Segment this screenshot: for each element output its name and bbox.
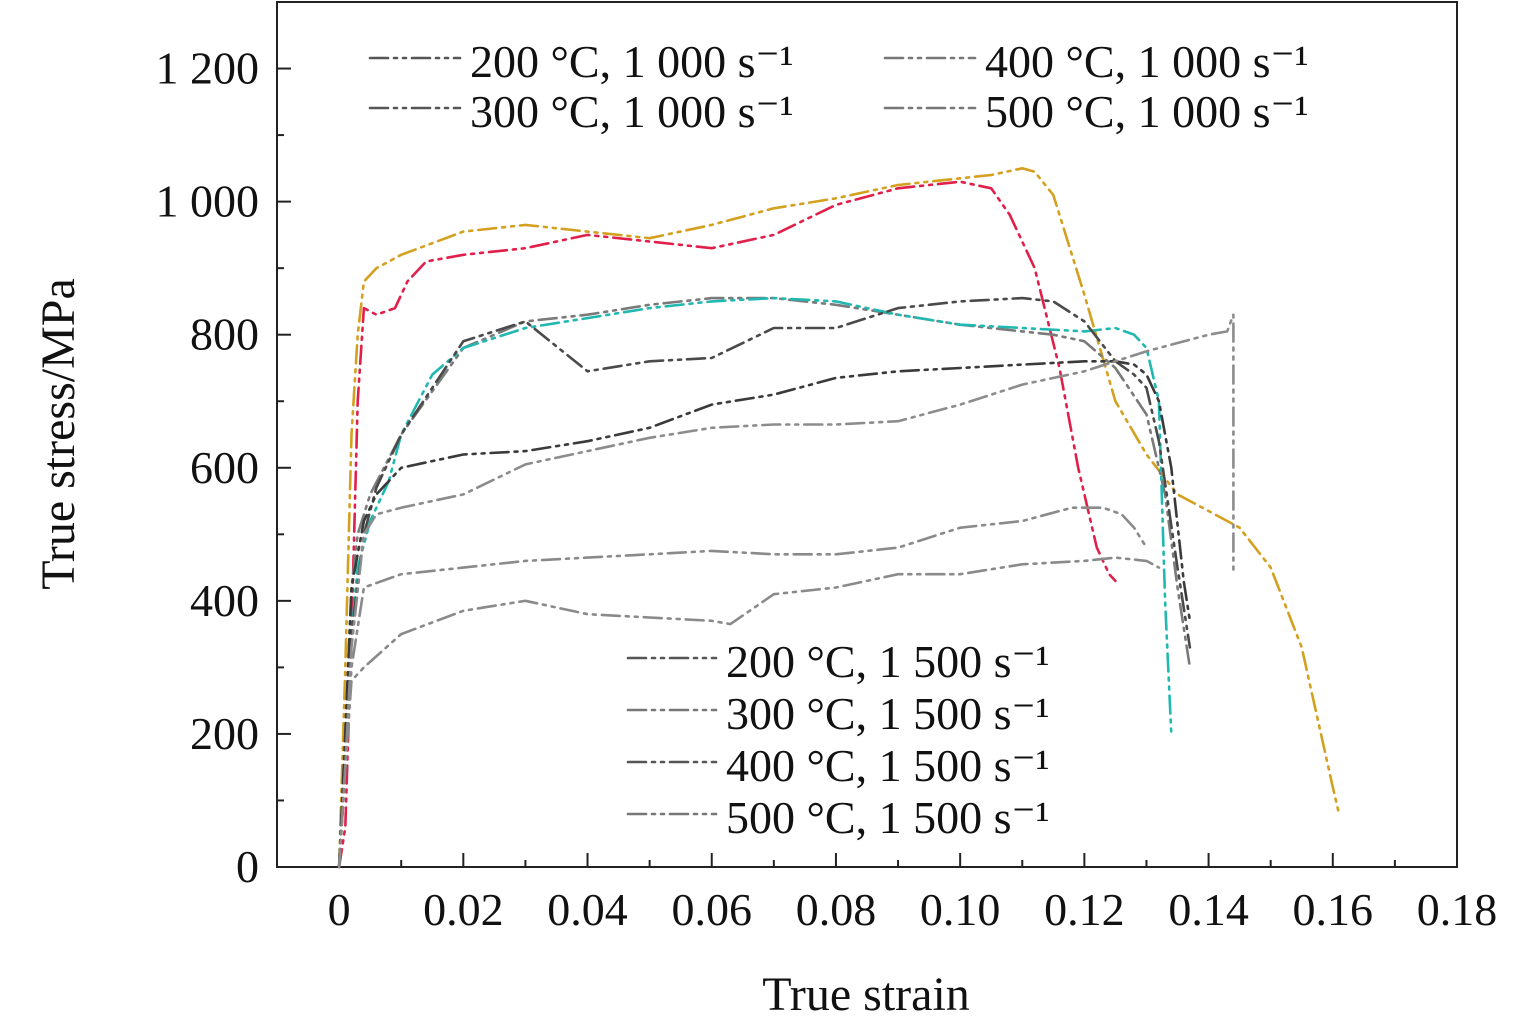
y-tick-label: 400 bbox=[190, 575, 259, 626]
x-tick-label: 0.18 bbox=[1417, 884, 1498, 935]
y-tick-label: 0 bbox=[236, 841, 259, 892]
legend-entry: 300 °C, 1 000 s⁻¹ bbox=[470, 86, 794, 137]
legend-entry: 300 °C, 1 500 s⁻¹ bbox=[726, 688, 1050, 739]
x-tick-label: 0.04 bbox=[547, 884, 628, 935]
x-tick-label: 0.10 bbox=[920, 884, 1001, 935]
x-tick-label: 0.12 bbox=[1044, 884, 1125, 935]
x-tick-label: 0 bbox=[328, 884, 351, 935]
plot-frame bbox=[276, 1, 1458, 868]
y-tick-label: 1 200 bbox=[156, 43, 260, 94]
legend-top: 200 °C, 1 000 s⁻¹ 400 °C, 1 000 s⁻¹ 300 °C… bbox=[368, 36, 1309, 137]
y-tick-label: 200 bbox=[190, 708, 259, 759]
x-axis-title: True strain bbox=[762, 968, 970, 1021]
legend-entry: 500 °C, 1 500 s⁻¹ bbox=[726, 792, 1050, 843]
x-tick-label: 0.06 bbox=[671, 884, 752, 935]
x-tick-label: 0.16 bbox=[1293, 884, 1374, 935]
legend-entry: 200 °C, 1 500 s⁻¹ bbox=[726, 636, 1050, 687]
legend-entry: 400 °C, 1 500 s⁻¹ bbox=[726, 740, 1050, 791]
legend-entry: 500 °C, 1 000 s⁻¹ bbox=[985, 86, 1309, 137]
y-axis-ticks: 0 200 400 600 800 1 000 1 200 bbox=[156, 1, 291, 892]
series-line-9 bbox=[337, 556, 1161, 869]
series-line-2 bbox=[337, 180, 1117, 869]
series-line-1 bbox=[337, 167, 1341, 869]
legend-entry: 200 °C, 1 000 s⁻¹ bbox=[470, 36, 794, 87]
series-line-4 bbox=[337, 506, 1148, 869]
x-tick-label: 0.02 bbox=[423, 884, 504, 935]
series-layer bbox=[337, 167, 1341, 869]
x-tick-label: 0.08 bbox=[796, 884, 877, 935]
y-tick-label: 1 000 bbox=[156, 176, 260, 227]
legend-entry: 400 °C, 1 000 s⁻¹ bbox=[985, 36, 1309, 87]
series-line-8 bbox=[337, 313, 1235, 869]
x-axis-ticks: 0 0.02 0.04 0.06 0.08 0.10 0.12 0.14 0.16 0.18 bbox=[276, 853, 1498, 935]
series-line-5 bbox=[337, 296, 1173, 869]
series-line-6 bbox=[337, 296, 1192, 869]
x-tick-label: 0.14 bbox=[1168, 884, 1249, 935]
y-tick-label: 800 bbox=[190, 309, 259, 360]
y-axis-title: True stress/MPa bbox=[32, 278, 85, 590]
series-line-7 bbox=[337, 359, 1192, 869]
plot-border bbox=[276, 1, 1458, 868]
y-tick-label: 600 bbox=[190, 442, 259, 493]
